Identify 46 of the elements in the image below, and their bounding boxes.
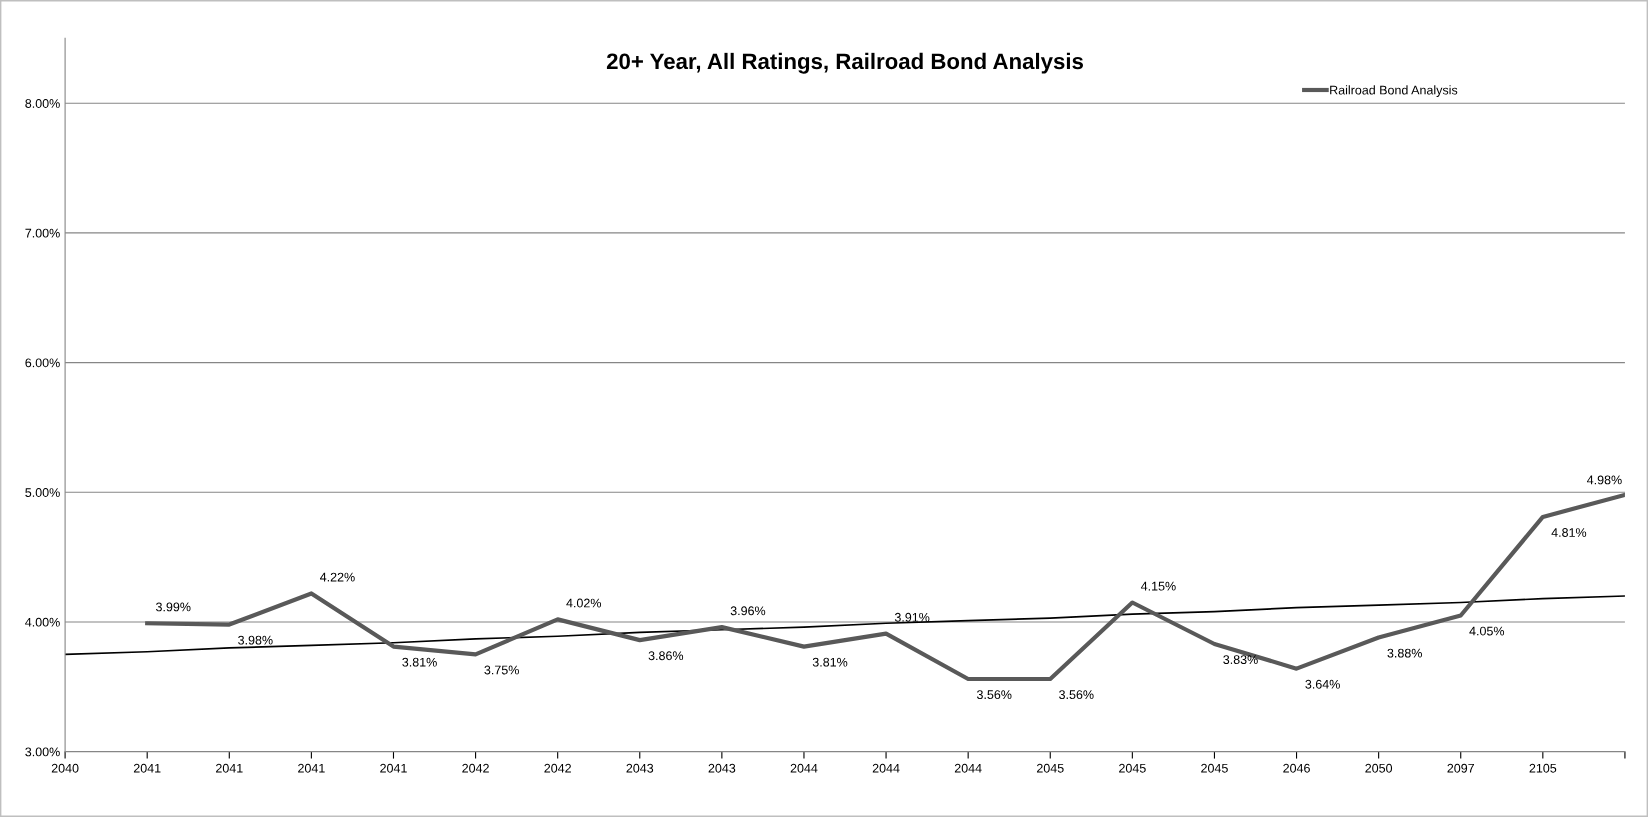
data-label: 3.75%: [484, 665, 519, 675]
x-tick-label: 2045: [1036, 763, 1064, 773]
data-label: 4.05%: [1469, 626, 1505, 636]
y-tick-label: 7.00%: [25, 228, 60, 238]
x-tick-label: 2045: [1119, 763, 1146, 773]
data-label: 4.81%: [1551, 528, 1587, 537]
x-tick-label: 2097: [1447, 763, 1475, 773]
data-label: 3.56%: [1059, 690, 1094, 700]
x-tick-label: 2041: [298, 763, 325, 773]
x-tick-label: 2045: [1201, 763, 1228, 773]
data-label: 3.88%: [1387, 648, 1422, 658]
x-tick-label: 2044: [872, 763, 900, 773]
legend-label: Railroad Bond Analysis: [1330, 85, 1458, 97]
data-label: 3.81%: [812, 657, 848, 667]
data-label: 3.64%: [1305, 679, 1340, 689]
text: 20+ Year, All Ratings, Railroad Bond Analysis: [606, 52, 1083, 74]
x-tick-label: 2041: [216, 763, 243, 773]
x-tick-label: 2044: [790, 763, 818, 773]
data-label: 3.81%: [402, 657, 437, 667]
data-label: 3.56%: [976, 690, 1012, 700]
x-tick-label: 2043: [708, 763, 736, 773]
y-tick-label: 8.00%: [25, 99, 60, 108]
x-tick-label: 2050: [1365, 763, 1393, 773]
data-label: 3.83%: [1223, 655, 1258, 665]
data-label: 3.91%: [894, 612, 930, 622]
data-label: 3.96%: [730, 606, 766, 616]
x-tick-label: 2041: [133, 763, 161, 773]
y-tick-label: 6.00%: [25, 358, 60, 368]
data-label: 4.98%: [1587, 475, 1622, 485]
x-tick-label: 2044: [954, 763, 982, 773]
x-tick-label: 2041: [380, 763, 407, 773]
x-tick-label: 2105: [1529, 763, 1557, 773]
data-label: 4.22%: [320, 572, 355, 582]
x-tick-label: 2046: [1283, 763, 1310, 773]
data-label: 3.99%: [156, 602, 191, 612]
y-tick-label: 4.00%: [25, 617, 60, 627]
data-label: 4.15%: [1140, 581, 1176, 591]
x-tick-label: 2042: [462, 763, 489, 773]
x-tick-label: 2042: [544, 763, 571, 773]
data-label: 4.02%: [566, 598, 602, 608]
y-tick-label: 3.00%: [25, 747, 60, 757]
x-tick-label: 2043: [626, 763, 654, 773]
x-tick-label: 2040: [51, 763, 79, 773]
y-tick-label: 5.00%: [25, 488, 60, 497]
data-label: 3.98%: [238, 635, 273, 645]
data-label: 3.86%: [648, 651, 684, 661]
